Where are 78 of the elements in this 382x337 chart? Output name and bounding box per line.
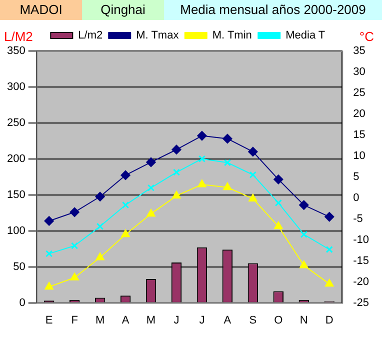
y2-tick-label: -5	[353, 212, 363, 225]
point	[249, 171, 257, 178]
point	[96, 252, 104, 260]
point	[172, 144, 182, 154]
point	[122, 201, 130, 209]
y-axis-title: L/M2	[4, 29, 33, 44]
point	[224, 159, 232, 166]
y2-tick-label: 20	[353, 108, 366, 120]
y2-tick-label: 10	[353, 150, 366, 162]
chart-subtitle: Qinghai	[82, 0, 164, 20]
y-tick-label: 0	[19, 296, 26, 309]
point	[96, 222, 104, 230]
point	[198, 155, 206, 162]
x-tick-label: J	[199, 314, 205, 326]
x-tick-label: N	[300, 314, 308, 326]
point	[248, 194, 258, 202]
y2-tick-label: 15	[353, 128, 366, 141]
point	[44, 282, 54, 290]
point	[324, 212, 334, 222]
x-tick-label: A	[224, 314, 232, 326]
x-tick-label: S	[249, 314, 257, 326]
point	[46, 250, 53, 258]
y2-tick-label: -25	[353, 296, 370, 309]
point	[274, 222, 283, 230]
y2-tick-label: 5	[353, 170, 360, 183]
point	[222, 134, 232, 144]
y2-tick-label: 0	[353, 192, 360, 204]
point	[172, 191, 181, 199]
y2-tick-label: 25	[353, 87, 366, 99]
point	[274, 174, 284, 184]
point	[70, 242, 78, 250]
y2-tick-label: -15	[353, 254, 370, 267]
point	[146, 157, 156, 167]
y-tick-label: 250	[6, 116, 26, 129]
x-tick-label: F	[71, 314, 78, 326]
x-tick-label: O	[274, 314, 284, 326]
x-tick-label: M	[95, 314, 105, 326]
point	[198, 180, 206, 188]
point	[223, 182, 232, 190]
y2-tick-label: 35	[353, 45, 366, 58]
x-tick-label: A	[122, 314, 130, 326]
text: Media mensual años 2000-2009	[180, 2, 366, 17]
point	[274, 199, 282, 206]
legend-label: M. Tmin	[212, 30, 252, 42]
point	[146, 209, 156, 217]
y-tick-label: 200	[6, 152, 26, 165]
legend-label: L/m2	[78, 30, 103, 42]
point	[300, 260, 308, 268]
point	[326, 246, 333, 254]
point	[95, 192, 105, 202]
x-tick-label: D	[325, 314, 334, 326]
y-tick-label: 350	[6, 45, 26, 58]
point	[172, 168, 180, 176]
y-tick-label: 300	[6, 81, 26, 94]
point	[325, 279, 334, 287]
point	[300, 230, 308, 238]
y2-axis-title: °C	[359, 29, 374, 44]
y-tick-label: 100	[6, 224, 26, 237]
point	[248, 146, 258, 156]
point	[70, 207, 80, 217]
point	[299, 200, 309, 210]
point	[70, 272, 79, 280]
legend-label: M. Tmax	[136, 30, 180, 42]
point	[44, 216, 54, 226]
point	[121, 230, 130, 238]
chart-title: MADOI	[0, 0, 82, 20]
y2-tick-label: 30	[353, 66, 366, 78]
point	[147, 184, 155, 192]
legend-label: Media T	[286, 30, 326, 42]
y2-tick-label: -10	[353, 234, 370, 246]
y-tick-label: 150	[6, 188, 26, 201]
point	[197, 131, 207, 141]
x-tick-label: M	[146, 314, 156, 326]
x-tick-label: E	[45, 314, 53, 326]
x-tick-label: J	[174, 314, 180, 326]
point	[120, 170, 130, 180]
y-tick-label: 50	[13, 260, 26, 273]
y2-tick-label: -20	[353, 276, 370, 288]
